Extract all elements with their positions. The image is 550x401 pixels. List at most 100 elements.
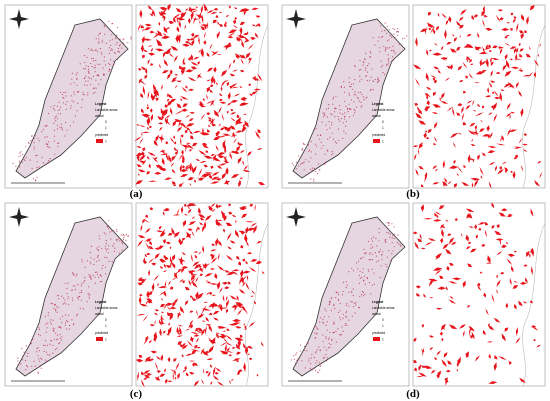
dot [386,32,388,34]
dot [120,234,122,236]
dot [377,77,379,79]
dot [39,360,41,362]
landslide [425,72,429,82]
dot [97,256,99,258]
legend-item: 1 [105,140,107,144]
legend-item: 0 [105,120,107,124]
dot [305,159,307,161]
dot [308,172,310,174]
dot [345,105,347,107]
dot [350,86,352,88]
landslide [154,309,159,312]
landslide [177,372,180,380]
dot [98,42,100,44]
dot [47,141,50,143]
landslide [433,143,437,146]
dot [114,247,116,249]
landslide [198,14,203,18]
landslide [256,240,262,244]
landslide [513,250,517,253]
landslide [488,112,493,116]
landslide [190,295,192,298]
dot [52,319,54,321]
landslide [192,261,200,267]
landslide [223,23,227,28]
landslide [248,83,251,87]
landslide [539,171,543,179]
landslide [181,68,186,76]
landslide [461,233,463,237]
dot [97,254,99,257]
dot [313,367,315,369]
dot [335,95,337,97]
landslide [169,306,177,310]
landslide [213,366,216,376]
dot [317,371,319,373]
dot [90,274,92,276]
dot [66,101,68,103]
landslide [197,264,201,267]
landslide [513,156,519,160]
dot [121,249,123,251]
landslide [199,160,207,164]
landslide [219,287,223,294]
landslide [206,358,214,360]
dot [55,115,57,117]
dot [97,63,99,65]
landslide [472,99,475,106]
dot [310,140,312,143]
dot [19,166,21,168]
landslide [212,375,220,381]
dot [117,50,119,53]
dot [360,294,362,296]
landslide [247,345,252,349]
dot [74,289,76,291]
dot [84,280,86,282]
landslide [442,243,449,250]
dot [61,322,63,324]
landslide [513,147,522,149]
legend-swatch [96,139,103,143]
landslide [212,19,217,24]
dot [52,329,54,332]
dot [378,232,380,234]
panel-caption: (b) [406,188,420,200]
landslide [447,233,452,236]
landslide [207,281,211,284]
landslide [423,293,426,298]
landslide [523,264,528,267]
landslide [160,314,163,324]
landslide [176,126,183,133]
dot [312,167,314,169]
dot [325,161,327,163]
dot [93,67,95,69]
dot [373,283,375,285]
dot [77,296,79,299]
landslide [236,360,240,363]
landslide [154,171,162,175]
dot [327,338,330,340]
dot [382,64,384,67]
dot [333,331,335,333]
dot [63,97,65,99]
landslide [174,119,180,121]
landslide [452,141,456,149]
landslides [412,202,541,386]
dot [394,28,396,30]
landslide [243,307,249,315]
landslide [156,230,164,233]
dot [59,333,61,336]
landslide [485,95,492,98]
landslide [236,368,242,376]
landslide [219,333,227,336]
dot [337,298,339,300]
landslide [421,323,425,328]
landslide [446,42,452,45]
landslide [172,371,174,381]
landslide [193,34,200,39]
landslide [148,180,157,182]
landslide [434,168,438,172]
dot [103,232,105,234]
dot [87,66,89,68]
dot [111,230,113,232]
